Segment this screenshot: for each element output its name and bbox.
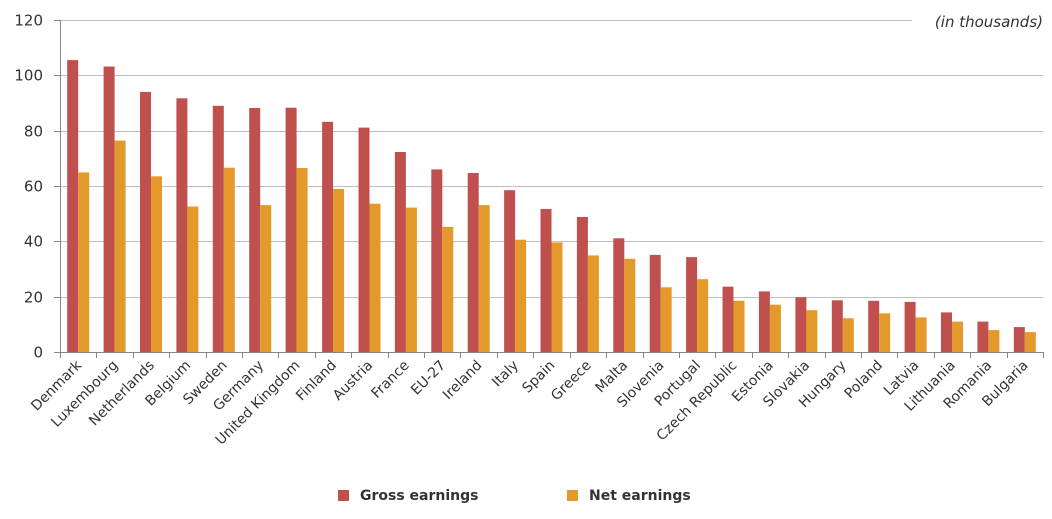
legend: Gross earnings Net earnings [338,488,691,504]
bar-net [915,317,927,352]
bar-net [769,304,781,352]
bar-net [442,226,454,352]
bar-gross [831,300,843,352]
bar-net [260,205,272,352]
bar-net [660,287,672,352]
bars [67,60,1036,353]
legend-label: Gross earnings [360,488,479,504]
bar-net [879,313,891,352]
bar-gross [285,107,297,352]
bar-gross [722,286,734,352]
axes [54,20,1044,358]
labels: 020406080100120DenmarkLuxembourgNetherla… [14,12,1031,449]
x-category-label: Ireland [440,358,486,404]
bar-net [405,207,417,352]
bar-net [733,300,745,352]
bar-net [624,258,636,352]
bar-net [114,140,126,352]
legend-label: Net earnings [589,488,691,504]
bar-gross [358,127,370,352]
legend-swatch [567,490,578,501]
bar-gross [977,321,989,352]
x-category-label: France [368,358,412,402]
bar-gross [540,209,552,352]
bar-gross [649,254,661,352]
bar-net [478,205,490,352]
x-category-label: Poland [842,358,886,402]
bar-net [952,321,963,352]
bar-net [806,310,818,352]
bar-gross [322,121,334,352]
bar-net [515,239,527,352]
bar-net [187,206,199,352]
bar-net [551,242,563,352]
bar-gross [176,98,188,352]
bar-gross [212,105,224,352]
bar-gross [613,238,625,352]
bar-gross [394,152,406,352]
bar-net [78,172,90,352]
x-category-label: Greece [548,358,595,405]
y-tick-label: 100 [14,67,43,85]
bar-net [369,203,381,352]
bar-net [151,176,162,352]
unit-label: (in thousands) [935,13,1043,31]
y-tick-label: 0 [33,344,43,362]
bar-net [223,167,235,352]
bar-gross [467,173,479,352]
bar-gross [904,301,916,352]
bar-gross [868,300,880,352]
bar-net [988,330,1000,352]
y-tick-label: 80 [24,123,43,141]
bar-net [333,189,345,352]
bar-gross [941,312,952,352]
bar-gross [1013,327,1025,352]
y-tick-label: 60 [24,178,43,196]
bar-gross [67,60,79,352]
bar-gross [504,190,516,352]
bar-gross [249,108,261,352]
legend-swatch [338,490,349,501]
bar-gross [795,297,807,352]
bar-net [1024,332,1036,352]
x-category-label: Italy [489,358,522,391]
bar-gross [758,291,770,352]
bar-net [296,168,308,352]
bar-gross [686,257,698,352]
bar-gross [103,66,115,352]
y-tick-label: 20 [24,289,43,307]
bar-gross [576,217,588,352]
x-category-label: Austria [330,358,376,404]
bar-gross [140,91,151,353]
y-tick-label: 120 [14,12,43,30]
bar-net [697,279,709,352]
y-tick-label: 40 [24,233,43,251]
bar-gross [431,169,443,352]
bar-net [842,318,854,352]
x-category-label: Finland [293,358,340,405]
bar-net [587,255,599,352]
